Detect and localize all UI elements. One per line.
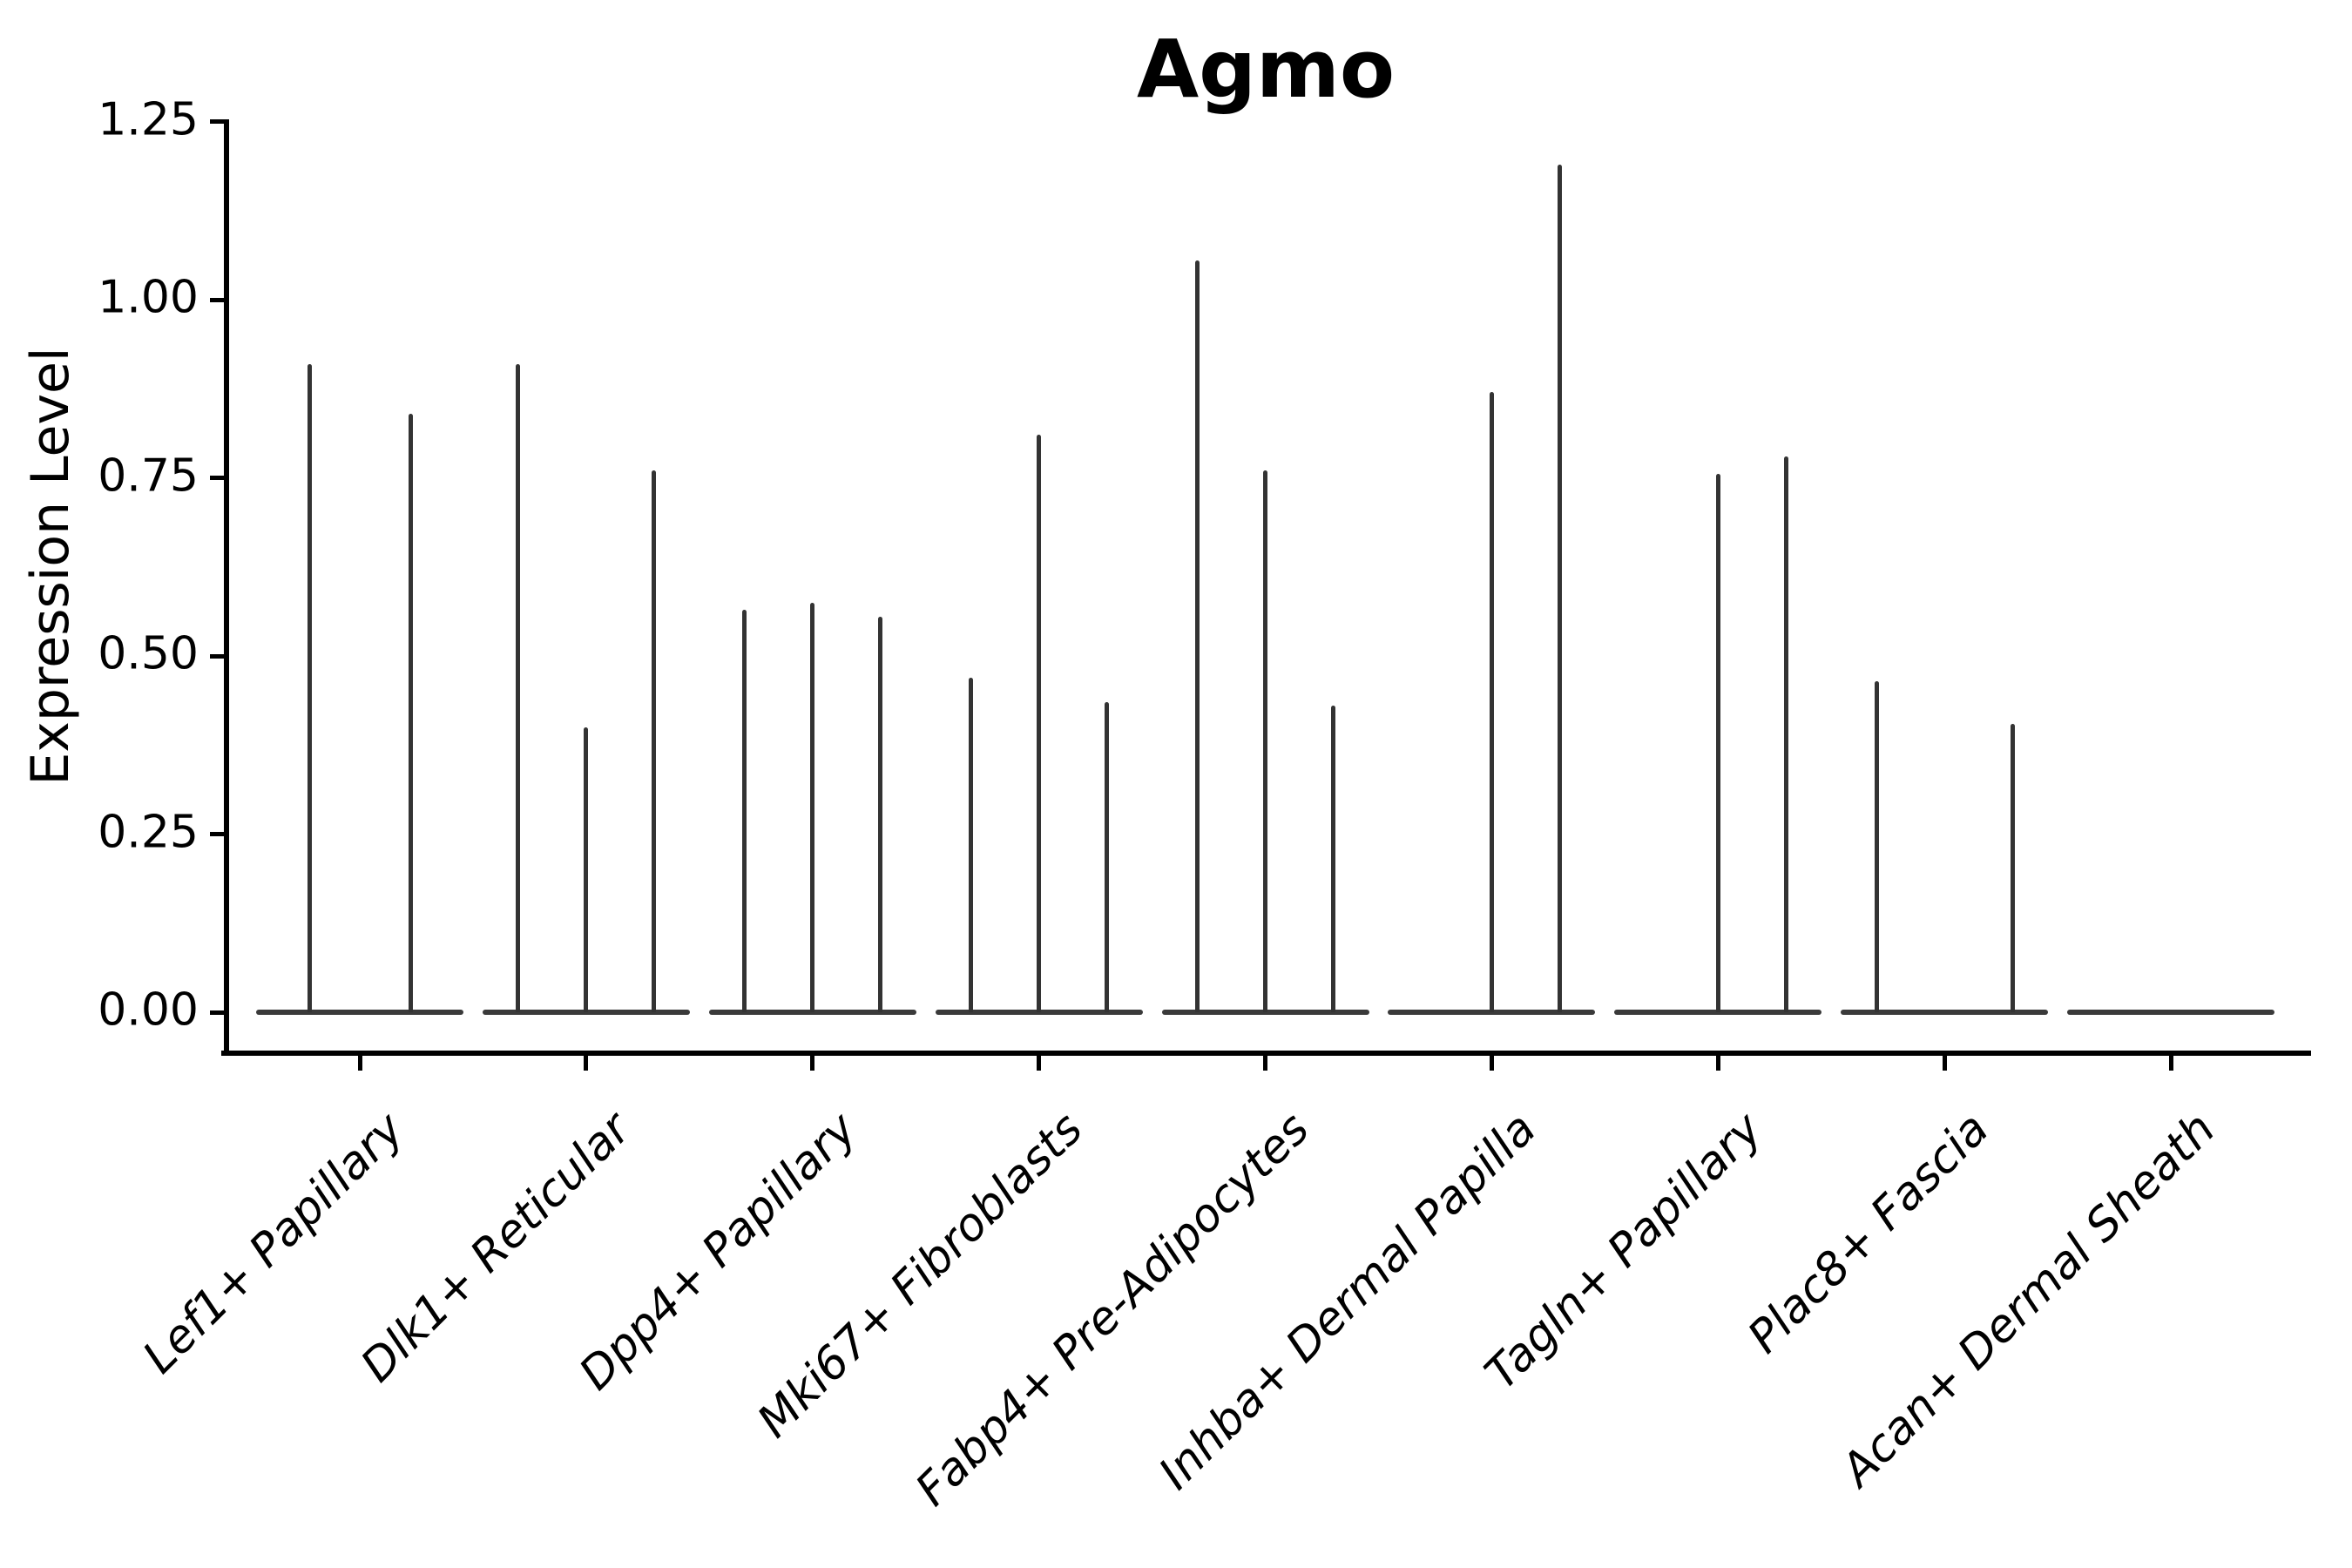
- y-tick-mark: [210, 119, 224, 124]
- y-tick-label: 0.75: [98, 449, 199, 503]
- left-spine: [224, 119, 229, 1056]
- violin-baseline: [482, 1010, 690, 1015]
- y-tick-label: 0.25: [98, 806, 199, 859]
- violin-spike: [2010, 723, 2015, 1012]
- violin-baseline: [935, 1010, 1143, 1015]
- violin-baseline: [1614, 1010, 1822, 1015]
- violin-spike: [408, 413, 413, 1012]
- violin-baseline: [1841, 1010, 2049, 1015]
- violin-spike: [1263, 470, 1267, 1012]
- violin-spike: [584, 727, 589, 1012]
- x-tick-mark: [1263, 1056, 1267, 1071]
- violin-spike: [652, 470, 657, 1012]
- violin-spike: [878, 617, 883, 1012]
- x-tick-label: Inhba+ Dermal Papilla: [1149, 1103, 1546, 1500]
- violin-spike: [742, 609, 747, 1012]
- y-tick-mark: [210, 832, 224, 836]
- x-tick-label: Plac8+ Fascia: [1738, 1103, 1999, 1364]
- x-tick-mark: [2168, 1056, 2173, 1071]
- y-tick-label: 1.25: [98, 93, 199, 146]
- violin-baseline: [2067, 1010, 2274, 1015]
- violin-spike: [1105, 702, 1110, 1012]
- violin-spike: [307, 363, 312, 1012]
- violin-spike: [1037, 435, 1042, 1012]
- violin-spike: [1557, 164, 1562, 1012]
- x-tick-mark: [1942, 1056, 1947, 1071]
- y-axis-label: Expression Level: [20, 347, 81, 786]
- violin-spike: [810, 602, 815, 1012]
- y-tick-mark: [210, 476, 224, 480]
- y-tick-label: 0.50: [98, 627, 199, 680]
- violin-spike: [1874, 680, 1879, 1012]
- x-tick-mark: [1715, 1056, 1720, 1071]
- violin-spike: [1715, 474, 1720, 1012]
- x-tick-mark: [357, 1056, 362, 1071]
- violin-spike: [969, 677, 974, 1012]
- violin-baseline: [1161, 1010, 1369, 1015]
- x-tick-label: Fabp4+ Pre-Adipocytes: [906, 1103, 1320, 1517]
- y-tick-label: 0.00: [98, 983, 199, 1037]
- x-tick-mark: [584, 1056, 589, 1071]
- violin-spike: [1489, 392, 1494, 1012]
- x-tick-label: Acan+ Dermal Sheath: [1831, 1103, 2226, 1497]
- y-tick-mark: [210, 653, 224, 659]
- bottom-spine: [221, 1051, 2311, 1056]
- violin-spike: [1331, 706, 1335, 1012]
- chart-title: Agmo: [1136, 23, 1396, 116]
- violin-baseline: [708, 1010, 916, 1015]
- violin-spike: [1195, 260, 1200, 1012]
- violin-baseline: [256, 1010, 463, 1015]
- y-tick-mark: [210, 297, 224, 302]
- violin-baseline: [1388, 1010, 1596, 1015]
- y-tick-mark: [210, 1010, 224, 1015]
- violin-spike: [516, 363, 521, 1012]
- violin-spike: [1783, 456, 1788, 1012]
- x-tick-mark: [810, 1056, 815, 1071]
- x-tick-mark: [1037, 1056, 1042, 1071]
- x-tick-mark: [1489, 1056, 1494, 1071]
- y-tick-label: 1.00: [98, 271, 199, 324]
